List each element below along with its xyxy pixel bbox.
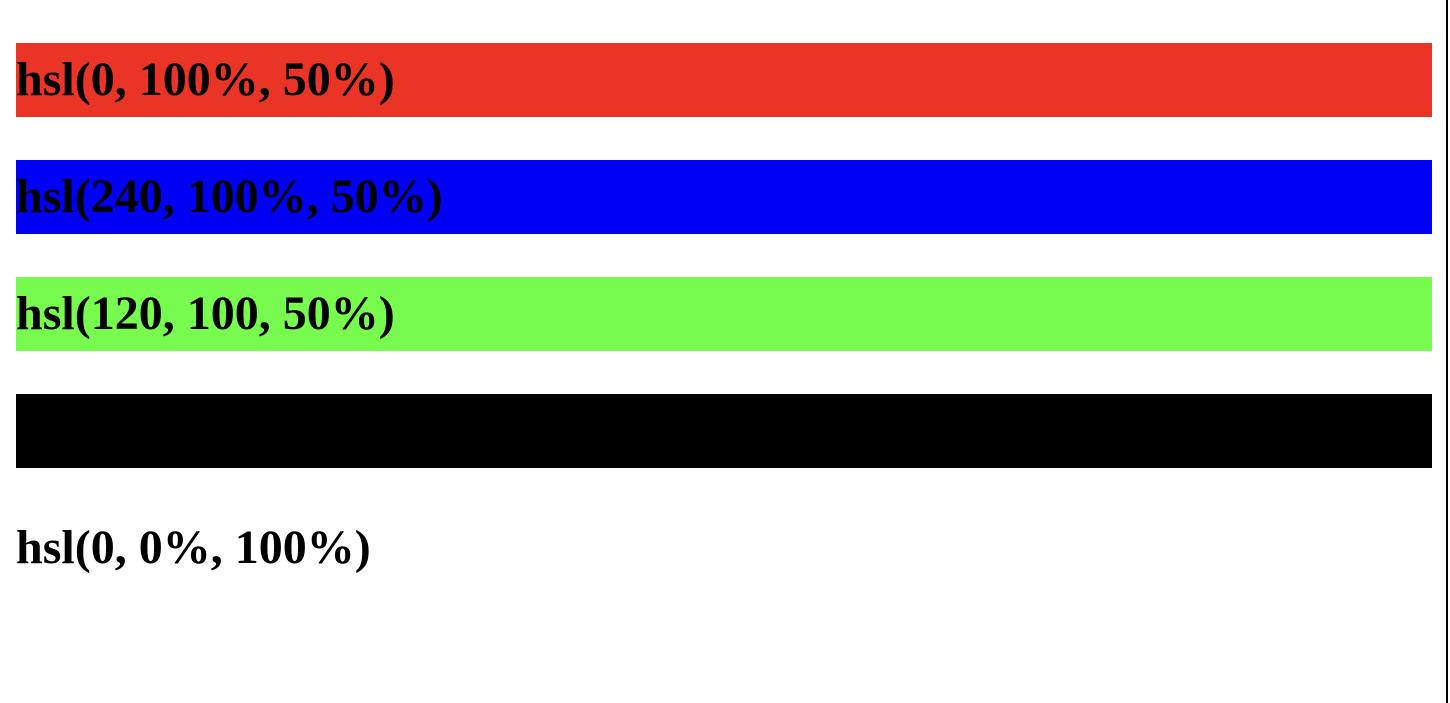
page-right-border xyxy=(1446,0,1448,703)
color-swatch-blue: hsl(240, 100%, 50%) xyxy=(16,160,1432,234)
color-swatch-black xyxy=(16,394,1432,468)
color-swatch-green: hsl(120, 100, 50%) xyxy=(16,277,1432,351)
color-swatch-white: hsl(0, 0%, 100%) xyxy=(16,511,1432,585)
color-swatch-red: hsl(0, 100%, 50%) xyxy=(16,43,1432,117)
